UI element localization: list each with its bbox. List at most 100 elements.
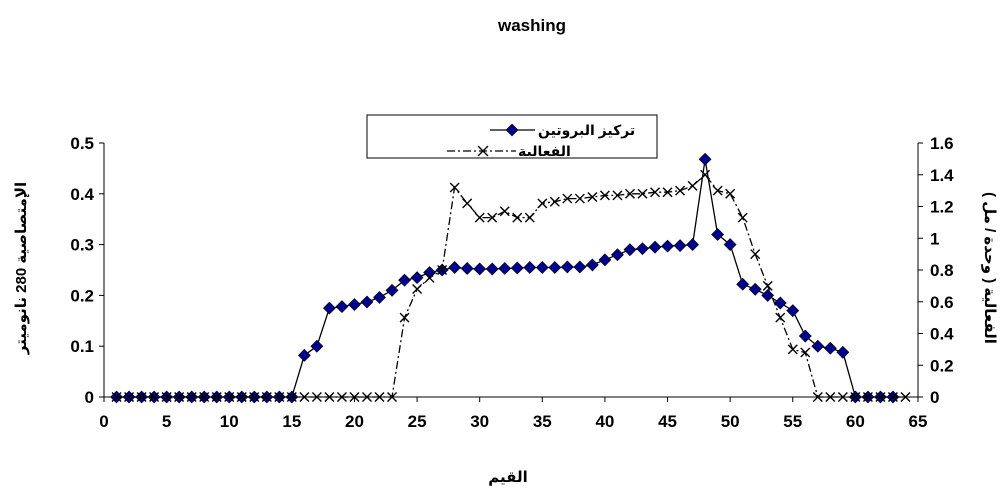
data-point-x — [637, 188, 648, 199]
data-point-x — [725, 188, 736, 199]
data-point-x — [524, 212, 535, 223]
x-tick-label: 65 — [909, 412, 928, 431]
data-point-x — [549, 196, 560, 207]
y-right-tick-label: 0 — [930, 388, 939, 407]
data-point-diamond — [460, 262, 474, 275]
data-point-x — [900, 392, 911, 402]
x-tick-label: 35 — [533, 412, 552, 431]
y-left-tick-label: 0.4 — [70, 185, 94, 204]
data-point-diamond — [611, 248, 624, 262]
data-point-diamond — [423, 266, 437, 279]
data-point-diamond — [761, 288, 775, 302]
y-axis-right-label: الفعالية ( وحدة / مل ) — [981, 192, 998, 344]
data-point-x — [374, 392, 385, 402]
data-point-diamond — [335, 300, 349, 314]
data-point-x — [862, 392, 873, 402]
legend: تركيز البروتين الفعالية — [366, 114, 658, 159]
data-point-diamond — [673, 239, 687, 253]
data-point-x — [199, 392, 210, 402]
data-point-x — [487, 212, 498, 223]
data-point-x — [161, 392, 172, 402]
data-point-diamond — [310, 339, 324, 353]
data-point-diamond — [473, 262, 487, 276]
data-point-diamond — [736, 277, 750, 291]
data-point-x — [537, 198, 548, 209]
data-point-x — [236, 392, 247, 402]
data-point-diamond — [510, 261, 524, 275]
legend-activity-marker — [477, 145, 489, 157]
y-right-tick-label: 1.4 — [930, 166, 954, 185]
data-point-x — [825, 392, 836, 402]
data-point-x — [512, 212, 523, 223]
data-point-x — [675, 185, 686, 196]
x-tick-label: 60 — [846, 412, 865, 431]
x-tick-label: 5 — [162, 412, 171, 431]
series-line-1 — [116, 173, 906, 398]
data-point-diamond — [598, 253, 612, 267]
data-point-x — [361, 392, 372, 402]
data-point-x — [562, 193, 573, 204]
data-point-x — [136, 392, 147, 402]
data-point-x — [700, 169, 711, 180]
data-point-diamond — [723, 238, 737, 252]
x-tick-label: 15 — [282, 412, 301, 431]
y-left-tick-label: 0.5 — [70, 134, 94, 153]
y-left-tick-label: 0 — [85, 388, 94, 407]
data-point-x — [650, 187, 661, 198]
data-point-diamond — [773, 296, 787, 310]
data-point-x — [174, 392, 185, 402]
data-point-diamond — [548, 261, 562, 274]
data-point-x — [437, 265, 448, 275]
y-left-tick-label: 0.2 — [70, 286, 94, 305]
data-point-x — [336, 392, 347, 402]
chart-title: washing — [497, 16, 566, 35]
y-right-tick-label: 1.2 — [930, 198, 954, 217]
data-point-x — [211, 392, 222, 402]
legend-protein-marker — [505, 123, 519, 137]
x-tick-label: 45 — [658, 412, 677, 431]
data-point-diamond — [485, 262, 499, 276]
data-point-x — [412, 284, 423, 295]
data-point-x — [800, 347, 811, 358]
y-axis-left-label: الإمتصاصية 280 نانوميتر — [13, 182, 30, 355]
data-point-diamond — [748, 282, 762, 296]
data-point-x — [599, 190, 610, 201]
data-point-x — [587, 191, 598, 202]
data-point-diamond — [786, 304, 800, 318]
data-point-x — [249, 392, 260, 402]
x-tick-label: 30 — [470, 412, 489, 431]
data-point-x — [349, 392, 360, 402]
data-point-x — [612, 190, 623, 201]
data-point-x — [474, 212, 485, 223]
data-point-x — [274, 392, 285, 402]
data-point-x — [462, 198, 473, 209]
data-point-diamond — [560, 260, 574, 274]
data-point-diamond — [410, 271, 424, 285]
y-left-tick-label: 0.1 — [70, 337, 94, 356]
x-tick-label: 55 — [783, 412, 802, 431]
data-point-diamond — [297, 348, 311, 362]
data-point-x — [499, 206, 510, 217]
data-point-diamond — [823, 341, 837, 355]
data-point-x — [662, 187, 673, 198]
data-point-x — [449, 182, 460, 193]
series-line-0 — [116, 159, 893, 398]
data-point-diamond — [535, 261, 549, 274]
y-left-tick-label: 0.3 — [70, 236, 94, 255]
data-point-x — [887, 392, 898, 402]
x-tick-label: 10 — [220, 412, 239, 431]
data-point-diamond — [661, 239, 674, 253]
data-point-diamond — [811, 339, 825, 353]
data-point-x — [399, 312, 410, 323]
legend-protein-label: تركيز البروتين — [538, 122, 635, 139]
data-point-x — [812, 392, 823, 402]
data-point-x — [311, 392, 322, 402]
data-point-diamond — [698, 152, 712, 166]
data-point-diamond — [322, 301, 336, 315]
data-point-diamond — [798, 329, 812, 343]
data-point-diamond — [636, 242, 649, 256]
data-point-diamond — [398, 273, 411, 287]
data-point-diamond — [498, 262, 512, 275]
y-right-tick-label: 1 — [930, 229, 939, 248]
x-tick-label: 20 — [345, 412, 364, 431]
